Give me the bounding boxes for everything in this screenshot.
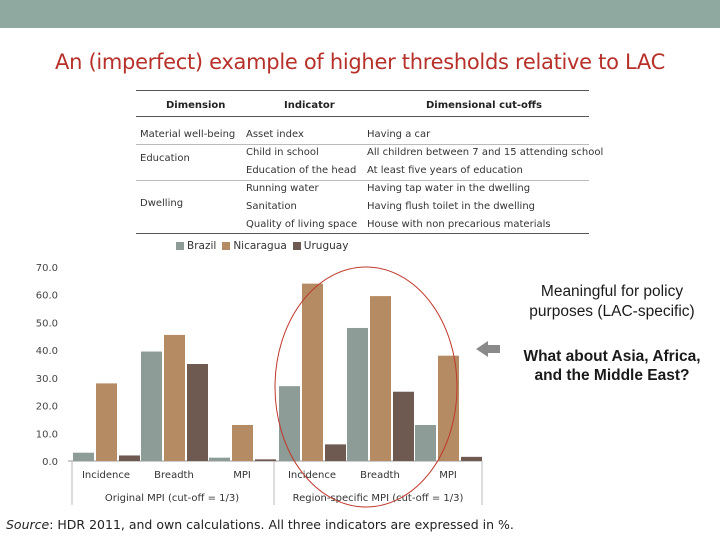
table-rule [136, 180, 589, 181]
policy-note: Meaningful for policy purposes (LAC-spec… [529, 283, 695, 320]
y-tick-label: 10.0 [36, 429, 58, 440]
bar-uruguay [187, 364, 208, 461]
y-tick-label: 50.0 [36, 318, 58, 329]
bar-brazil [347, 327, 368, 461]
legend-label-uruguay: Uruguay [303, 240, 349, 252]
y-tick-label: 30.0 [36, 374, 58, 385]
row1-indicator: Asset index [246, 129, 304, 140]
x-tick-label: Breadth [360, 470, 400, 481]
row4-indicator: Running water [246, 183, 319, 194]
bar-nicaragua [438, 355, 459, 461]
row6-cutoff: House with non precarious materials [367, 219, 551, 230]
question-note: What about Asia, Africa, and the Middle … [523, 348, 701, 384]
chart-legend: Brazil Nicaragua Uruguay [176, 239, 354, 253]
bar-brazil [415, 424, 436, 461]
header-dimension: Dimension [166, 100, 226, 111]
dimension-table: Dimension Indicator Dimensional cut-offs… [136, 90, 603, 234]
bar-brazil [141, 351, 162, 461]
row6-indicator: Quality of living space [246, 219, 358, 230]
row1-cutoff: Having a car [367, 129, 431, 140]
bar-uruguay [255, 459, 276, 461]
row5-indicator: Sanitation [246, 201, 297, 212]
table-rule [136, 144, 589, 145]
bar-uruguay [325, 444, 346, 461]
row2-dimension: Education [140, 153, 190, 164]
y-tick-label: 40.0 [36, 346, 58, 357]
bar-brazil [209, 457, 230, 461]
header-indicator: Indicator [284, 100, 335, 111]
row4-cutoff: Having tap water in the dwelling [367, 183, 531, 194]
x-tick-label: Incidence [82, 470, 130, 481]
bar-nicaragua [96, 383, 117, 461]
legend-item-nicaragua: Nicaragua [222, 240, 287, 252]
row2-cutoff: All children between 7 and 15 attending … [367, 147, 604, 158]
row4-dimension: Dwelling [140, 198, 184, 209]
bar-nicaragua [164, 334, 185, 461]
group-label: Region-specific MPI (cut-off = 1/3) [293, 493, 464, 504]
source-label: Source [6, 517, 50, 532]
legend-label-nicaragua: Nicaragua [233, 240, 287, 252]
y-tick-label: 60.0 [36, 291, 58, 302]
slide-title: An (imperfect) example of higher thresho… [55, 50, 665, 74]
legend-swatch-nicaragua [222, 242, 231, 250]
highlight-circle [274, 266, 458, 508]
legend-swatch-uruguay [292, 242, 301, 250]
bar-chart: 0.0 10.0 20.0 30.0 40.0 50.0 60.0 70.0 Incidence… [36, 263, 500, 508]
legend-swatch-brazil [176, 242, 184, 250]
source-text: : HDR 2011, and own calculations. All th… [49, 517, 514, 532]
group-label: Original MPI (cut-off = 1/3) [105, 493, 239, 504]
row3-indicator: Education of the head [246, 165, 357, 176]
source-note: Source: HDR 2011, and own calculations. … [6, 517, 606, 532]
top-bar [0, 0, 720, 28]
row5-cutoff: Having flush toilet in the dwelling [367, 201, 536, 212]
table-header-rule [136, 116, 589, 117]
legend-item-brazil: Brazil [176, 240, 216, 252]
bar-nicaragua [370, 296, 391, 461]
bar-brazil [279, 386, 300, 461]
x-tick-label: Incidence [288, 470, 336, 481]
y-tick-label: 20.0 [36, 402, 58, 413]
row2-indicator: Child in school [246, 147, 319, 158]
row3-cutoff: At least five years of education [367, 165, 523, 176]
table-bottom-rule [136, 233, 589, 234]
legend-item-uruguay: Uruguay [292, 240, 349, 252]
bar-uruguay [119, 455, 140, 461]
row1-dimension: Material well-being [140, 129, 236, 140]
legend-label-brazil: Brazil [187, 240, 217, 252]
header-cutoff: Dimensional cut-offs [426, 100, 542, 111]
left-arrow-icon [476, 341, 500, 357]
x-tick-label: Breadth [154, 470, 194, 481]
x-tick-label: MPI [439, 470, 457, 481]
y-tick-label: 70.0 [36, 263, 58, 274]
x-tick-label: MPI [233, 470, 251, 481]
y-tick-label: 0.0 [42, 457, 58, 468]
bar-nicaragua [302, 283, 323, 461]
bar-uruguay [461, 456, 482, 461]
bar-brazil [73, 452, 94, 461]
bar-uruguay [393, 391, 414, 461]
table-top-rule [136, 90, 589, 91]
bar-nicaragua [232, 424, 253, 461]
